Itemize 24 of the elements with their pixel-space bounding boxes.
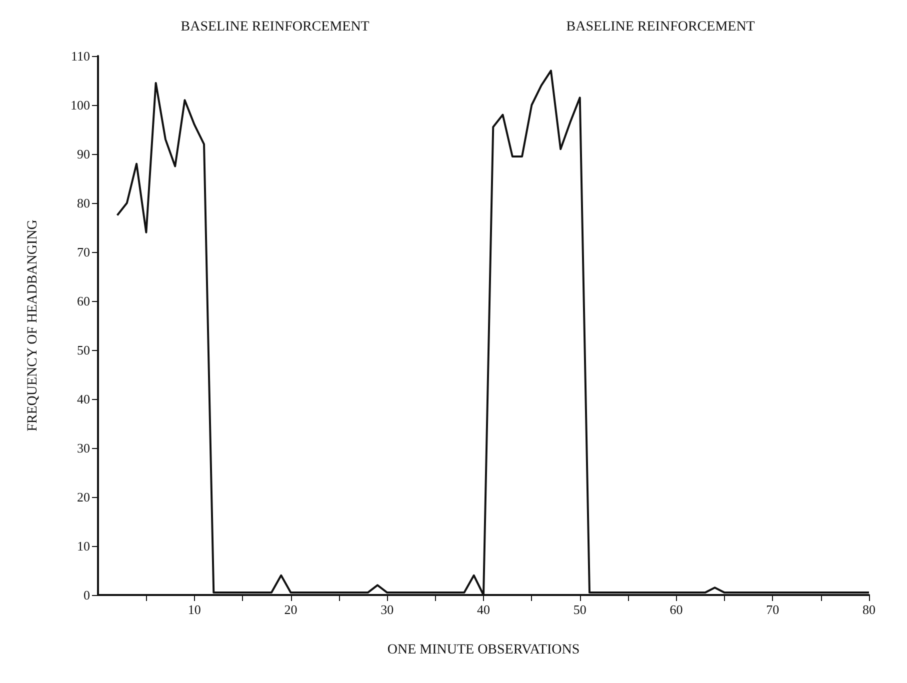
y-tick-label: 60 (77, 294, 90, 308)
y-axis-title: FREQUENCY OF HEADBANGING (26, 220, 40, 432)
y-tick-label: 10 (77, 538, 90, 554)
x-tick-label: 50 (573, 602, 586, 617)
x-tick-label: 10 (188, 602, 201, 617)
y-tick-label: 70 (77, 244, 90, 260)
x-tick-label: 80 (862, 602, 876, 617)
x-tick-label: 70 (766, 602, 780, 617)
y-tick-label: 80 (77, 196, 90, 210)
x-axis-title: ONE MINUTE OBSERVATIONS (387, 642, 580, 658)
y-tick-label: 110 (70, 48, 90, 64)
x-tick-label: 60 (670, 602, 683, 617)
y-tick-label: 0 (84, 588, 90, 602)
y-tick-label: 50 (77, 342, 90, 358)
y-tick-label: 30 (77, 440, 90, 456)
y-tick-label: 20 (77, 490, 90, 504)
x-tick-label: 40 (477, 602, 490, 617)
y-tick-label: 40 (77, 392, 90, 406)
y-tick-label: 90 (77, 146, 90, 162)
x-tick-label: 30 (380, 602, 394, 617)
text: BASELINE REINFORCEMENT (180, 20, 370, 34)
y-tick-label: 100 (70, 98, 90, 112)
x-tick-label: 20 (284, 602, 298, 617)
text: BASELINE REINFORCEMENT (566, 20, 756, 34)
